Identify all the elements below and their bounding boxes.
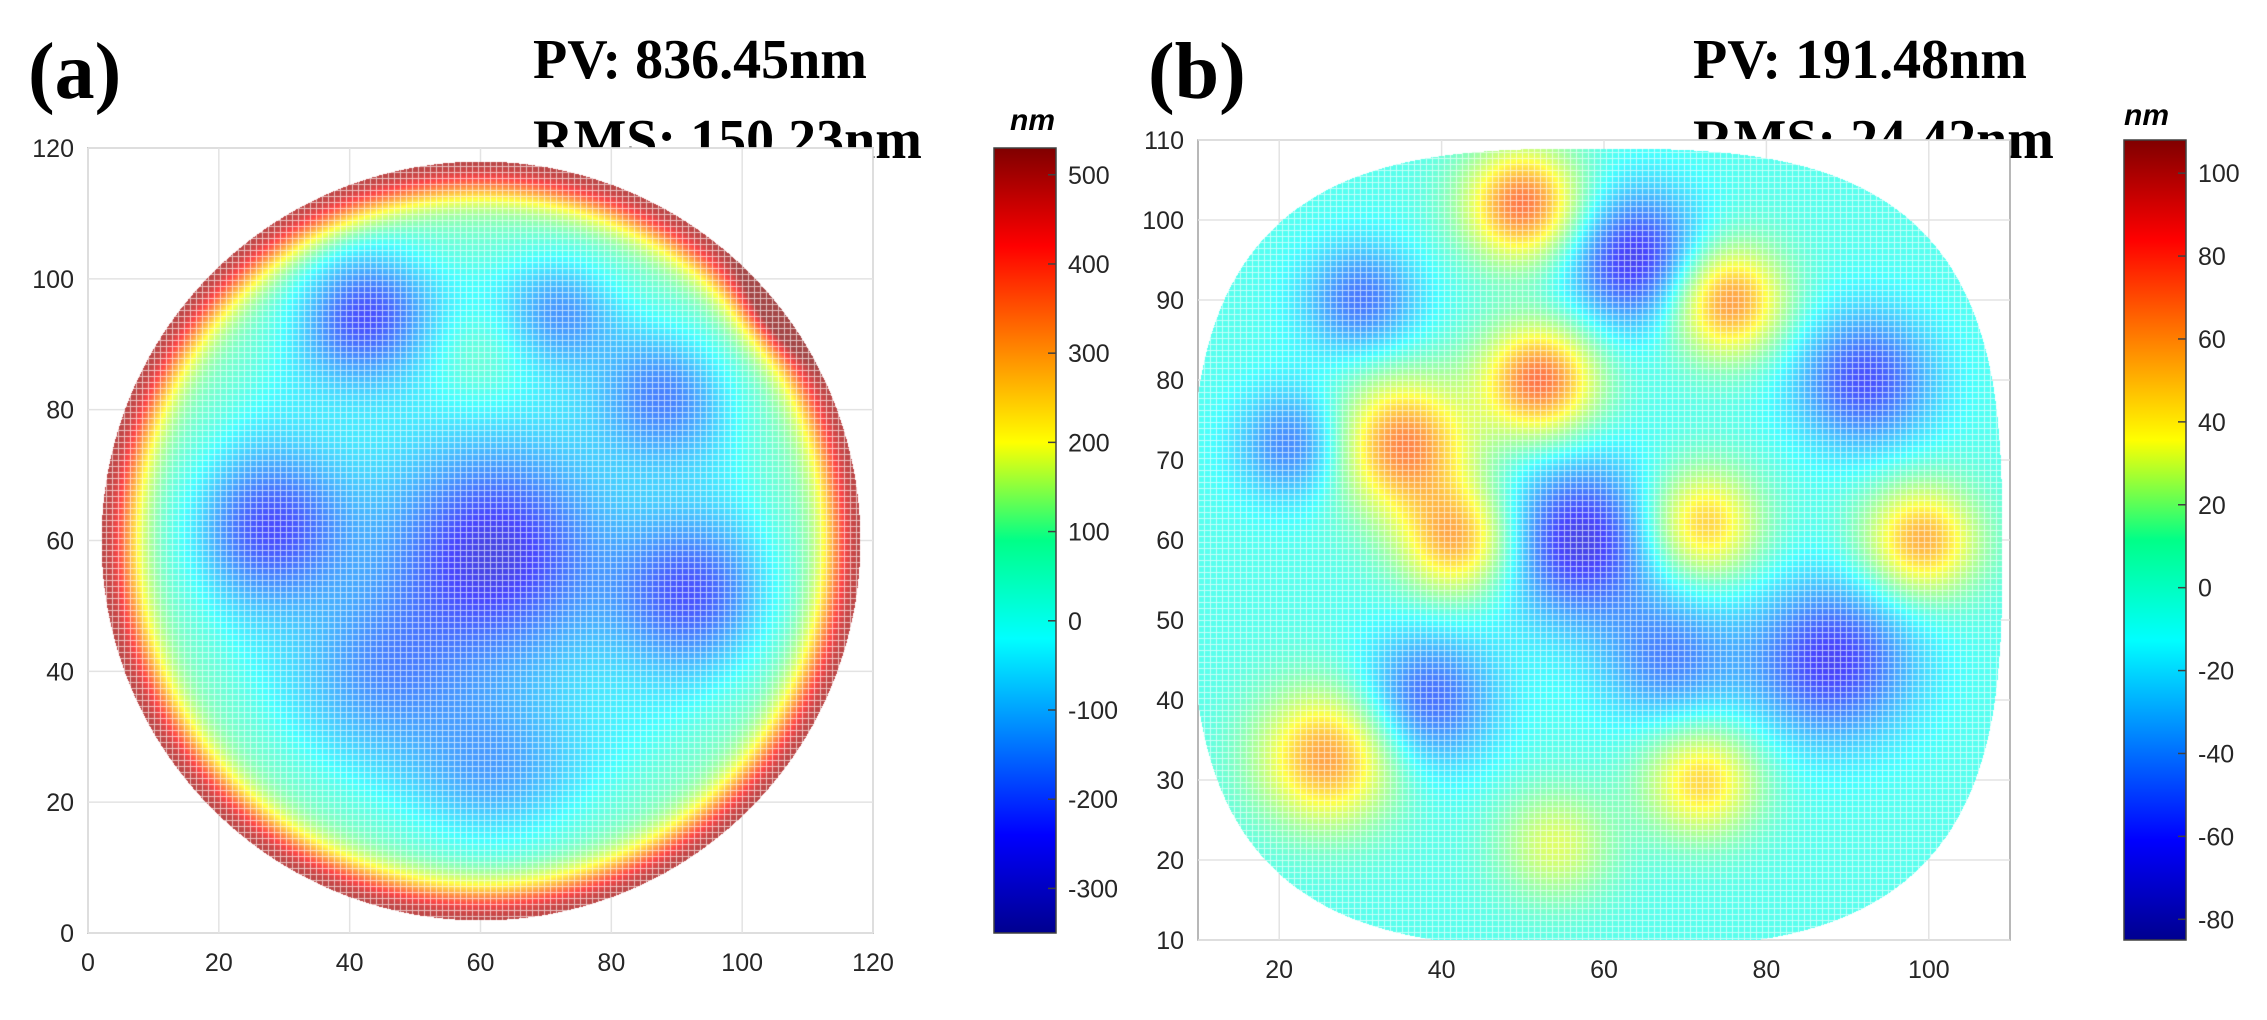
y-tick-label: 90 bbox=[1156, 287, 1184, 315]
colorbar-tick-label: 20 bbox=[2198, 492, 2226, 520]
colorbar-tick-label: 200 bbox=[1068, 429, 1110, 457]
panel-a-colorbar-ticks: 500 400 300 200 100 0 -100 -200 -300 bbox=[1048, 162, 1118, 903]
y-tick-label: 10 bbox=[1156, 927, 1184, 955]
panel-b-colorbar-unit: nm bbox=[2124, 99, 2169, 132]
colorbar-tick-label: 80 bbox=[2198, 243, 2226, 271]
panel-a-ticks: 0 20 40 60 80 100 120 0 20 40 60 80 100 120 bbox=[32, 135, 894, 977]
y-tick-label: 120 bbox=[32, 135, 74, 163]
colorbar-tick-label: -100 bbox=[1068, 697, 1118, 725]
y-tick-label: 100 bbox=[1142, 207, 1184, 235]
y-tick-label: 70 bbox=[1156, 447, 1184, 475]
x-tick-label: 20 bbox=[205, 949, 233, 977]
panel-b: (b) PV: 191.48nm RMS: 24.42nm 2040608010… bbox=[1142, 28, 2239, 984]
y-tick-label: 50 bbox=[1156, 607, 1184, 635]
x-tick-label: 60 bbox=[1590, 956, 1618, 984]
y-tick-label: 60 bbox=[1156, 527, 1184, 555]
y-tick-label: 20 bbox=[46, 789, 74, 817]
colorbar-tick-label: -20 bbox=[2198, 658, 2234, 686]
x-tick-label: 20 bbox=[1265, 956, 1293, 984]
x-tick-label: 40 bbox=[1428, 956, 1456, 984]
y-tick-label: 0 bbox=[60, 920, 74, 948]
colorbar-tick-label: -40 bbox=[2198, 740, 2234, 768]
panel-a-surface-map bbox=[88, 148, 873, 933]
colorbar-tick-label: 100 bbox=[2198, 160, 2240, 188]
panel-b-surface-map bbox=[1198, 140, 2010, 940]
colorbar-tick-label: 100 bbox=[1068, 519, 1110, 547]
x-tick-label: 40 bbox=[336, 949, 364, 977]
x-tick-label: 80 bbox=[1752, 956, 1780, 984]
colorbar-tick-label: -60 bbox=[2198, 823, 2234, 851]
colorbar-tick-label: 400 bbox=[1068, 251, 1110, 279]
panel-a-colorbar bbox=[993, 147, 1057, 934]
colorbar-tick-label: 60 bbox=[2198, 326, 2226, 354]
x-tick-label: 80 bbox=[597, 949, 625, 977]
colorbar-tick-label: 0 bbox=[2198, 575, 2212, 603]
x-tick-label: 0 bbox=[81, 949, 95, 977]
y-tick-label: 40 bbox=[46, 658, 74, 686]
colorbar-tick-label: -200 bbox=[1068, 786, 1118, 814]
y-tick-label: 110 bbox=[1144, 127, 1184, 155]
y-tick-label: 100 bbox=[32, 266, 74, 294]
panel-b-colorbar-ticks: 100 80 60 40 20 0 -20 -40 -60 -80 bbox=[2178, 160, 2240, 934]
y-tick-label: 80 bbox=[1156, 367, 1184, 395]
colorbar-tick-label: 0 bbox=[1068, 608, 1082, 636]
x-tick-label: 60 bbox=[467, 949, 495, 977]
x-tick-label: 100 bbox=[721, 949, 763, 977]
panel-a-label: (a) bbox=[28, 28, 121, 116]
panel-b-ticks: 20 40 60 80 100 10 20 30 40 50 60 70 80 90 100 110 bbox=[1142, 127, 1949, 984]
panel-a-pv-annotation: PV: 836.45nm bbox=[533, 29, 867, 91]
x-tick-label: 100 bbox=[1908, 956, 1950, 984]
colorbar-tick-label: 40 bbox=[2198, 409, 2226, 437]
panel-a: (a) PV: 836.45nm RMS: 150.23nm 0 20 40 60 80… bbox=[28, 28, 1118, 977]
panel-b-pv-annotation: PV: 191.48nm bbox=[1693, 29, 2027, 91]
panel-b-label: (b) bbox=[1148, 28, 1246, 116]
y-tick-label: 60 bbox=[46, 528, 74, 556]
y-tick-label: 20 bbox=[1156, 847, 1184, 875]
colorbar-tick-label: -300 bbox=[1068, 875, 1118, 903]
y-tick-label: 40 bbox=[1156, 687, 1184, 715]
panel-a-colorbar-unit: nm bbox=[1010, 104, 1055, 137]
y-tick-label: 30 bbox=[1156, 767, 1184, 795]
y-tick-label: 80 bbox=[46, 397, 74, 425]
x-tick-label: 120 bbox=[852, 949, 894, 977]
colorbar-tick-label: -80 bbox=[2198, 906, 2234, 934]
panel-b-colorbar bbox=[2123, 139, 2187, 941]
colorbar-tick-label: 300 bbox=[1068, 340, 1110, 368]
colorbar-tick-label: 500 bbox=[1068, 162, 1110, 190]
